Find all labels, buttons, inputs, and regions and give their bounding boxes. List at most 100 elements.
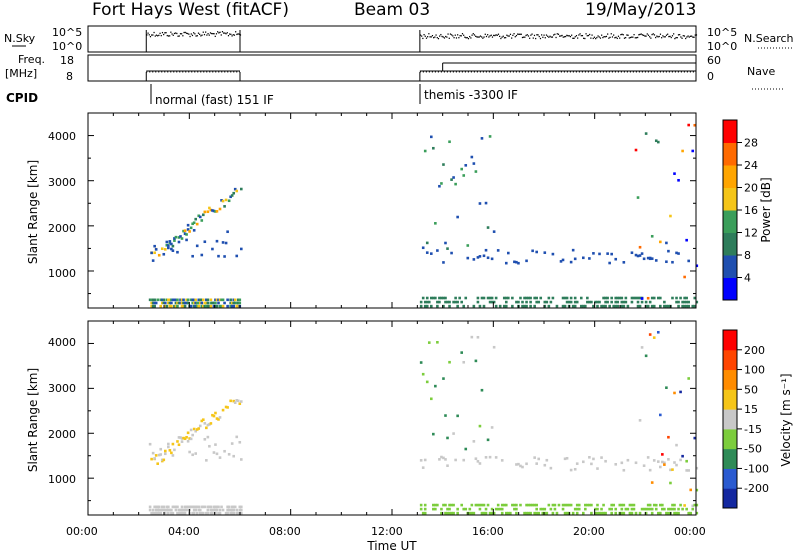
nsky-point: [447, 33, 449, 35]
data-cell: [438, 184, 441, 188]
data-cell: [545, 511, 549, 515]
data-cell: [466, 244, 470, 247]
data-cell: [162, 505, 166, 509]
data-cell: [628, 503, 632, 507]
nsky-point: [226, 32, 228, 34]
nsky-point: [195, 35, 197, 37]
nsky-point: [555, 36, 557, 39]
data-cell: [214, 511, 217, 515]
nsky-point: [433, 37, 435, 39]
data-cell: [197, 508, 201, 512]
data-cell: [230, 511, 234, 515]
data-cell: [423, 458, 427, 462]
nsky-trace: [145, 30, 698, 52]
nsky-tick-high: 10^5: [52, 26, 82, 39]
nsky-point: [194, 33, 196, 35]
nsky-point: [502, 35, 504, 37]
data-cell: [235, 301, 239, 305]
nsky-point: [175, 32, 177, 34]
power-colorbar-tick-label: 28: [744, 137, 758, 150]
data-cell: [488, 296, 492, 300]
data-cell: [640, 507, 644, 511]
data-cell: [464, 164, 468, 167]
data-cell: [665, 241, 668, 245]
nsky-point: [520, 33, 522, 35]
data-cell: [198, 511, 202, 515]
data-cell: [177, 301, 181, 305]
data-cell: [669, 481, 672, 485]
nsky-point: [674, 37, 676, 40]
data-cell: [205, 298, 208, 302]
data-cell: [533, 296, 536, 300]
data-cell: [470, 503, 474, 507]
data-cell: [648, 468, 652, 472]
nsky-point: [197, 32, 200, 34]
nsky-point: [455, 37, 458, 39]
nsky-point: [526, 34, 528, 36]
data-cell: [498, 507, 502, 511]
nsearch-tick-low: 10^0: [707, 40, 737, 53]
data-cell: [240, 508, 243, 512]
data-cell: [238, 298, 242, 302]
data-cell: [630, 251, 634, 255]
data-cell: [173, 237, 176, 240]
data-cell: [513, 507, 516, 511]
data-cell: [156, 508, 159, 512]
nsky-point: [445, 35, 447, 38]
data-cell: [620, 511, 624, 515]
data-cell: [496, 503, 500, 507]
nsky-point: [209, 32, 212, 34]
data-cell: [549, 507, 553, 511]
velocity-colorbar-swatch: [723, 369, 737, 390]
power-ylabel: Slant Range [km]: [26, 160, 40, 264]
data-cell: [537, 300, 541, 304]
data-cell: [476, 256, 480, 259]
nsky-point: [549, 35, 551, 37]
data-cell: [157, 508, 161, 512]
data-cell: [519, 464, 522, 468]
nsky-point: [224, 32, 226, 34]
data-cell: [448, 511, 451, 515]
nsky-point: [578, 34, 580, 36]
data-cell: [693, 436, 697, 440]
data-cell: [218, 416, 222, 419]
data-cell: [218, 304, 222, 308]
data-cell: [221, 199, 225, 203]
power-colorbar: 28 24 20 16 12 8 4 Power [dB]: [722, 119, 773, 301]
nsky-point: [223, 32, 225, 34]
nsky-point: [507, 35, 509, 37]
data-cell: [596, 300, 599, 304]
nsky-point: [567, 35, 569, 37]
data-cell: [203, 505, 207, 509]
nsky-point: [511, 37, 513, 39]
data-cell: [164, 304, 167, 308]
data-cell: [610, 296, 613, 300]
data-cell: [677, 507, 680, 511]
data-cell: [573, 257, 577, 261]
nsky-point: [590, 37, 592, 39]
data-cell: [164, 248, 167, 251]
data-cell: [174, 298, 178, 302]
data-cell: [594, 511, 597, 515]
nsky-point: [184, 31, 186, 34]
data-cell: [176, 440, 179, 443]
data-cell: [182, 508, 185, 512]
data-cell: [154, 511, 158, 515]
data-cell: [472, 162, 476, 165]
data-cell: [186, 228, 190, 231]
data-cell: [590, 462, 593, 466]
data-cell: [665, 386, 668, 390]
data-cell: [634, 148, 638, 152]
data-cell: [446, 247, 449, 250]
data-cell: [221, 508, 225, 512]
data-cell: [677, 178, 680, 182]
data-cell: [559, 260, 563, 263]
data-cell: [446, 300, 449, 304]
nsky-point: [584, 37, 586, 40]
data-cell: [561, 258, 565, 262]
data-cell: [620, 507, 624, 511]
data-cell: [529, 511, 532, 515]
nsky-point: [231, 35, 233, 37]
data-cell: [582, 511, 585, 515]
data-cell: [167, 301, 170, 305]
